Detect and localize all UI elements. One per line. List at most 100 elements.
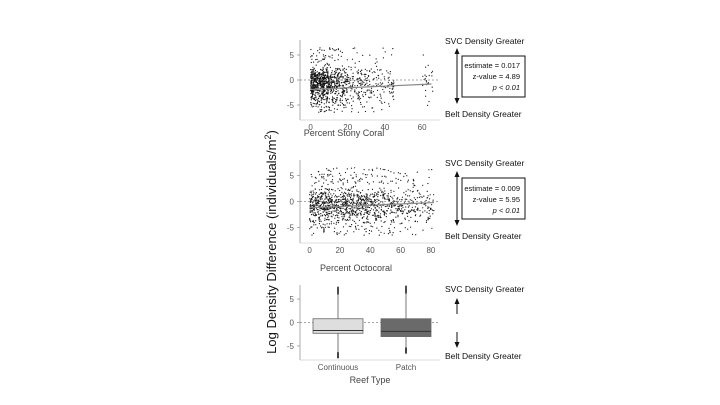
octocoral-point xyxy=(319,205,321,207)
octocoral-point xyxy=(354,181,356,183)
stony-coral-point xyxy=(328,77,330,79)
stony-coral-point xyxy=(358,91,361,93)
octocoral-point xyxy=(340,186,342,189)
octocoral-point xyxy=(390,189,392,191)
octocoral-point xyxy=(406,212,408,214)
stony-coral-point xyxy=(383,76,385,78)
octocoral-point xyxy=(342,218,344,220)
octocoral-point xyxy=(427,207,429,210)
octocoral-point xyxy=(322,223,324,225)
stony-coral-point xyxy=(336,83,338,85)
stony-coral-point xyxy=(340,85,342,87)
octocoral-point xyxy=(337,199,339,201)
stony-coral-point xyxy=(362,83,364,85)
octocoral-point xyxy=(314,182,316,184)
stony-coral-point xyxy=(329,80,331,82)
octocoral-point xyxy=(327,174,329,176)
stony-coral-point xyxy=(326,86,328,88)
stony-coral-point xyxy=(320,83,322,85)
octocoral-point xyxy=(342,182,344,184)
octocoral-point xyxy=(349,212,351,214)
octocoral-point xyxy=(414,215,416,217)
stony-coral-point xyxy=(332,89,334,91)
octocoral-point xyxy=(383,210,385,212)
reef-type-bottom-label: Belt Density Greater xyxy=(445,351,522,361)
octocoral-point xyxy=(433,210,435,212)
octocoral-point xyxy=(338,212,340,214)
stony-coral-point xyxy=(316,84,318,86)
octocoral-point xyxy=(381,191,383,193)
octocoral-point xyxy=(432,213,434,215)
octocoral-point xyxy=(395,212,397,214)
stony-coral-point xyxy=(389,87,391,89)
octocoral-point xyxy=(407,215,409,217)
octocoral-point xyxy=(318,193,320,195)
octocoral-point xyxy=(360,177,362,179)
octocoral-point xyxy=(370,193,372,195)
stony-coral-point xyxy=(341,73,343,75)
octocoral-point xyxy=(386,205,388,207)
octocoral-point xyxy=(324,226,326,228)
octocoral-point xyxy=(409,195,411,197)
octocoral-point xyxy=(381,180,383,182)
octocoral-point xyxy=(361,195,363,198)
stony-coral-x-tick-label: 0 xyxy=(308,123,313,132)
stony-coral-point xyxy=(310,81,312,83)
stony-coral-point xyxy=(342,92,345,94)
stony-coral-p-value: p < 0.01 xyxy=(492,83,520,92)
octocoral-point xyxy=(326,188,328,190)
octocoral-point xyxy=(312,202,314,204)
stony-coral-point xyxy=(322,86,324,89)
octocoral-point xyxy=(338,195,340,197)
octocoral-point xyxy=(309,204,312,206)
stony-coral-point xyxy=(381,102,383,104)
stony-coral-point xyxy=(344,78,346,80)
octocoral-point xyxy=(433,194,435,196)
stony-coral-point xyxy=(379,69,381,71)
stony-coral-point xyxy=(358,82,360,85)
octocoral-point xyxy=(368,183,370,185)
stony-coral-x-axis-title: Percent Stony Coral xyxy=(304,128,385,138)
stony-coral-point xyxy=(350,79,352,81)
octocoral-point xyxy=(335,204,338,206)
octocoral-point xyxy=(404,217,406,219)
stony-coral-point xyxy=(357,69,359,71)
octocoral-point xyxy=(336,211,338,213)
stony-coral-point xyxy=(370,90,372,92)
stony-coral-point xyxy=(311,81,313,83)
stony-coral-point xyxy=(334,93,336,95)
octocoral-point xyxy=(358,203,360,205)
octocoral-point xyxy=(417,208,419,210)
stony-coral-point xyxy=(364,110,367,113)
octocoral-point xyxy=(365,198,367,200)
octocoral-point xyxy=(397,197,399,199)
octocoral-point xyxy=(393,172,395,174)
stony-coral-point xyxy=(317,86,320,88)
octocoral-point xyxy=(350,174,352,176)
octocoral-point xyxy=(328,191,330,193)
octocoral-point xyxy=(397,202,399,204)
octocoral-point xyxy=(401,210,403,212)
octocoral-point xyxy=(344,208,346,210)
stony-coral-point xyxy=(310,99,312,101)
stony-coral-point xyxy=(310,84,312,86)
stony-coral-point xyxy=(369,92,371,94)
octocoral-point xyxy=(353,194,355,196)
octocoral-point xyxy=(357,194,359,196)
octocoral-point xyxy=(343,198,345,200)
octocoral-point xyxy=(404,227,406,229)
octocoral-point xyxy=(340,210,343,213)
octocoral-point xyxy=(336,208,338,210)
octocoral-point xyxy=(323,178,325,180)
octocoral-point xyxy=(416,221,419,223)
stony-coral-point xyxy=(332,81,335,83)
octocoral-point xyxy=(318,202,320,205)
octocoral-point xyxy=(388,227,390,229)
octocoral-point xyxy=(341,195,344,198)
octocoral-point xyxy=(345,212,347,214)
stony-coral-point xyxy=(388,105,390,107)
octocoral-point xyxy=(373,222,376,224)
stony-coral-point xyxy=(324,74,326,76)
octocoral-point xyxy=(313,208,315,210)
octocoral-point xyxy=(393,190,395,192)
